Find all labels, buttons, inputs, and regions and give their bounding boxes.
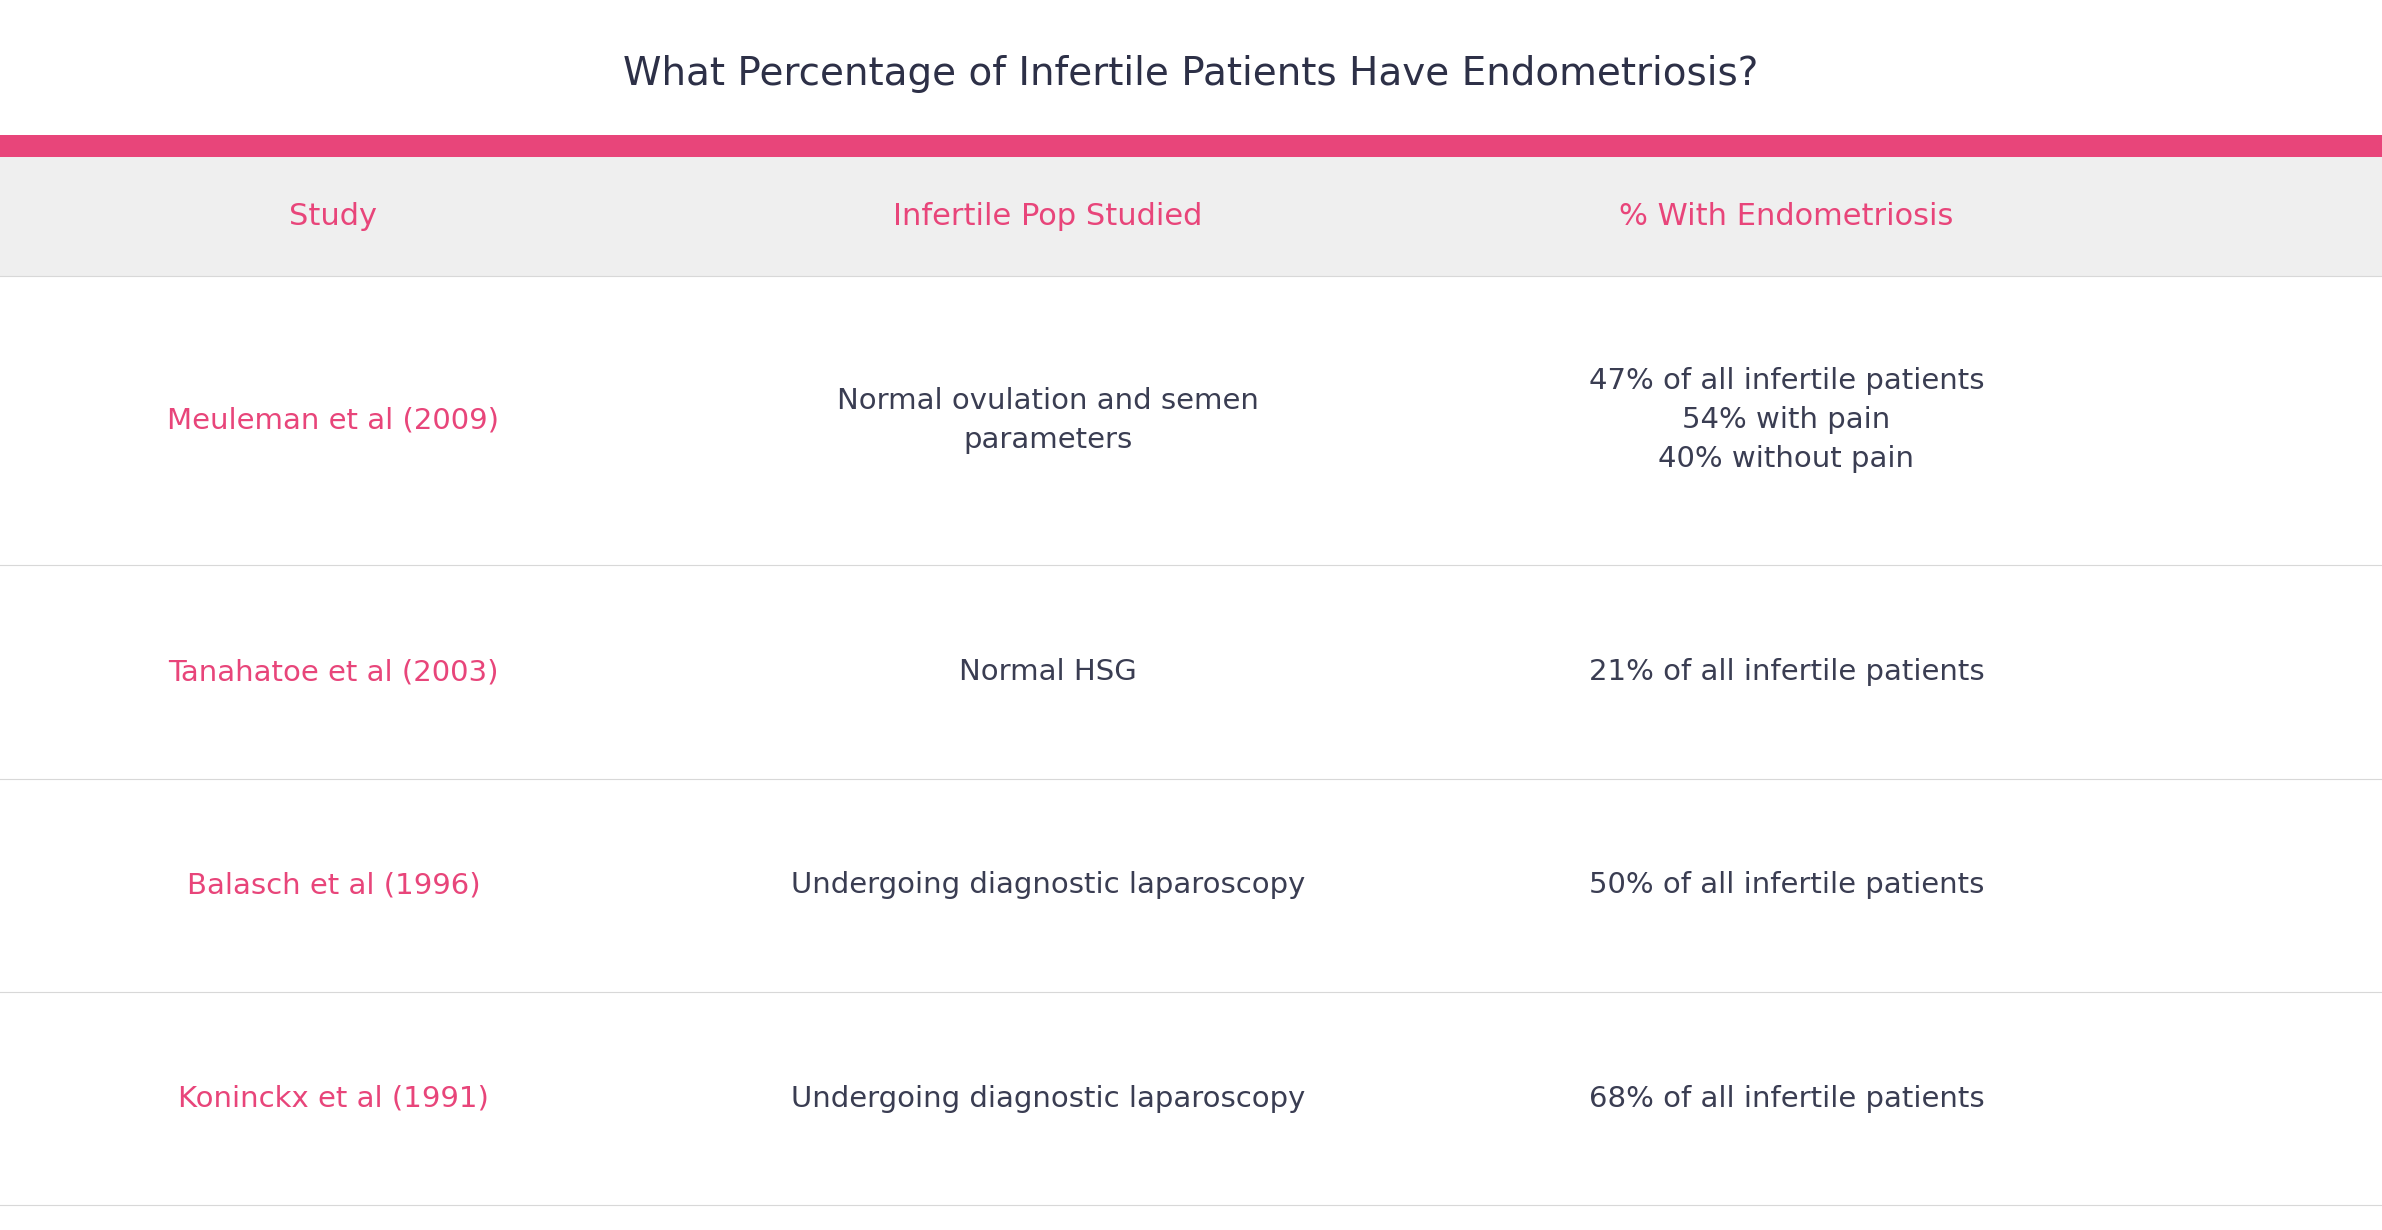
Bar — [0, 276, 2382, 566]
Text: Study: Study — [291, 202, 376, 231]
Text: Normal ovulation and semen
parameters: Normal ovulation and semen parameters — [836, 387, 1260, 454]
Text: Meuleman et al (2009): Meuleman et al (2009) — [167, 406, 500, 434]
Text: Undergoing diagnostic laparoscopy: Undergoing diagnostic laparoscopy — [791, 1085, 1305, 1113]
Bar — [0, 157, 2382, 276]
Bar — [0, 566, 2382, 779]
Text: 21% of all infertile patients: 21% of all infertile patients — [1589, 658, 1984, 686]
Text: 68% of all infertile patients: 68% of all infertile patients — [1589, 1085, 1984, 1113]
Text: Undergoing diagnostic laparoscopy: Undergoing diagnostic laparoscopy — [791, 871, 1305, 899]
Text: What Percentage of Infertile Patients Have Endometriosis?: What Percentage of Infertile Patients Ha… — [624, 55, 1758, 93]
Text: % With Endometriosis: % With Endometriosis — [1620, 202, 1953, 231]
Text: Infertile Pop Studied: Infertile Pop Studied — [893, 202, 1203, 231]
Text: Tanahatoe et al (2003): Tanahatoe et al (2003) — [169, 658, 498, 686]
Text: 47% of all infertile patients
54% with pain
40% without pain: 47% of all infertile patients 54% with p… — [1589, 368, 1984, 474]
Text: Normal HSG: Normal HSG — [960, 658, 1136, 686]
Text: Koninckx et al (1991): Koninckx et al (1991) — [179, 1085, 488, 1113]
Bar — [0, 779, 2382, 993]
Text: Balasch et al (1996): Balasch et al (1996) — [186, 871, 481, 899]
Bar — [0, 135, 2382, 157]
Text: 50% of all infertile patients: 50% of all infertile patients — [1589, 871, 1984, 899]
Bar — [0, 993, 2382, 1205]
